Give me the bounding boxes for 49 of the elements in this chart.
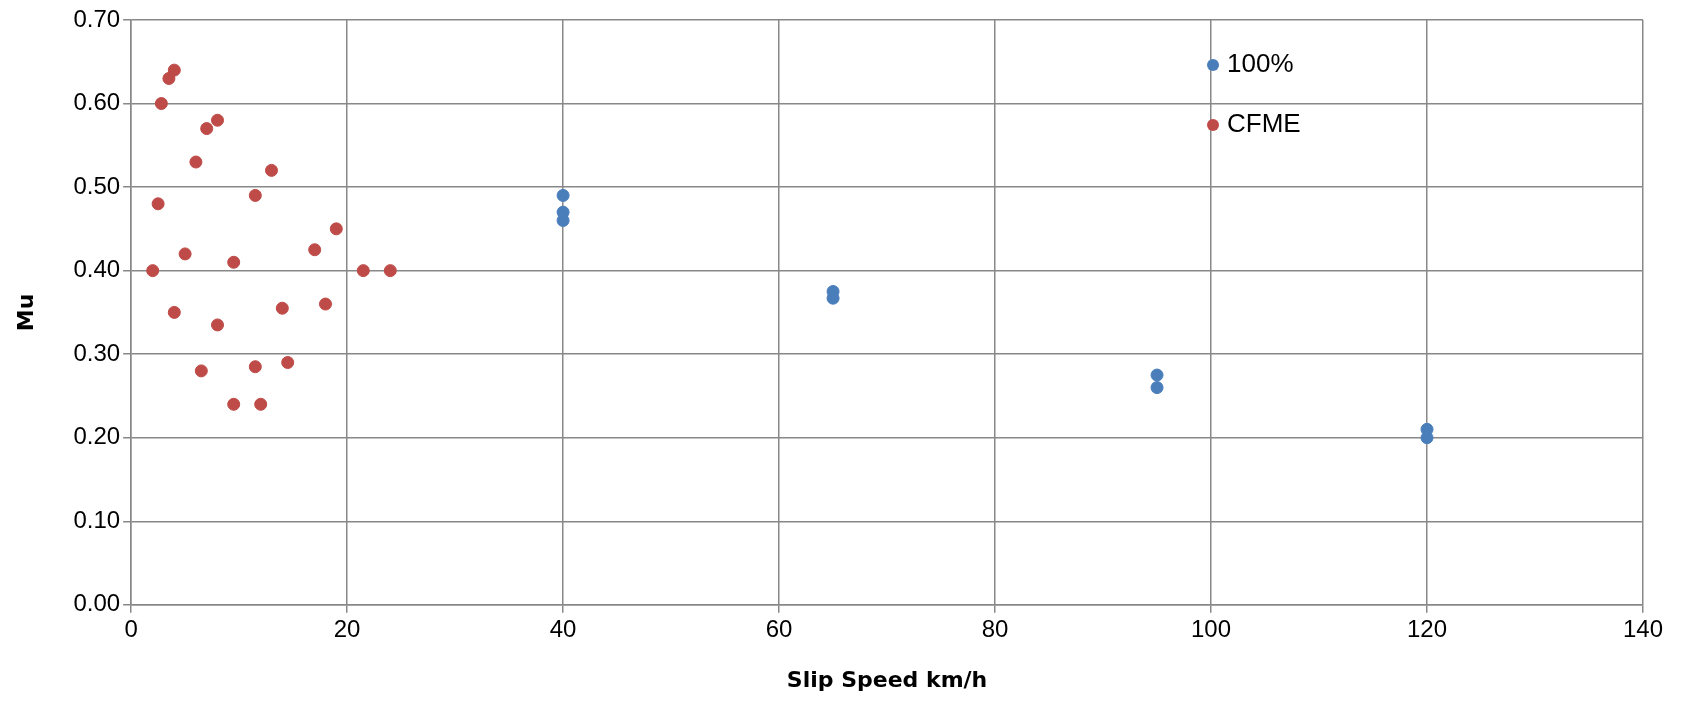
y-tick-label: 0.50	[73, 171, 121, 199]
x-tick-label: 100	[1191, 614, 1232, 642]
y-tick-label: 0.60	[73, 88, 121, 116]
y-tick-label: 0.40	[73, 255, 121, 283]
point	[167, 305, 181, 319]
point	[356, 264, 370, 278]
point	[556, 214, 570, 227]
point	[329, 222, 343, 236]
x-tick-label: 120	[1406, 614, 1448, 642]
y-tick-label: 0.20	[73, 422, 121, 450]
y-tick-label: 0.70	[73, 4, 121, 32]
point	[227, 397, 241, 411]
x-tick-label: 80	[981, 614, 1009, 642]
x-tick-label: 40	[549, 614, 577, 642]
x-tick-label: 140	[1622, 614, 1664, 642]
point	[189, 155, 203, 169]
point	[319, 297, 332, 311]
point	[1420, 431, 1434, 445]
point	[1150, 368, 1164, 382]
y-tick-label: 0.00	[73, 589, 121, 617]
y-axis-title: Mu	[12, 293, 38, 332]
point	[200, 122, 214, 136]
y-tick-label: 0.10	[73, 505, 121, 533]
point	[178, 247, 192, 261]
point	[248, 360, 262, 374]
point	[383, 264, 397, 278]
point	[556, 188, 570, 202]
point	[1150, 381, 1164, 395]
legend-label: CFME	[1227, 108, 1301, 139]
point	[281, 356, 295, 370]
point	[146, 264, 160, 278]
point	[227, 255, 241, 269]
point	[154, 97, 168, 111]
x-tick-label: 60	[765, 614, 793, 642]
point	[308, 243, 322, 257]
point	[275, 301, 289, 315]
point	[151, 197, 165, 211]
point	[265, 163, 278, 177]
point	[162, 71, 176, 85]
y-tick-label: 0.30	[73, 338, 121, 366]
x-tick-label: 0	[124, 614, 138, 642]
x-axis-title: Slip Speed km/h	[786, 666, 988, 692]
x-tick-label: 20	[333, 614, 361, 642]
point	[254, 397, 268, 411]
legend-label: 100%	[1227, 48, 1294, 79]
point	[211, 318, 225, 332]
point	[194, 364, 208, 378]
point	[211, 113, 225, 127]
point	[248, 188, 262, 202]
